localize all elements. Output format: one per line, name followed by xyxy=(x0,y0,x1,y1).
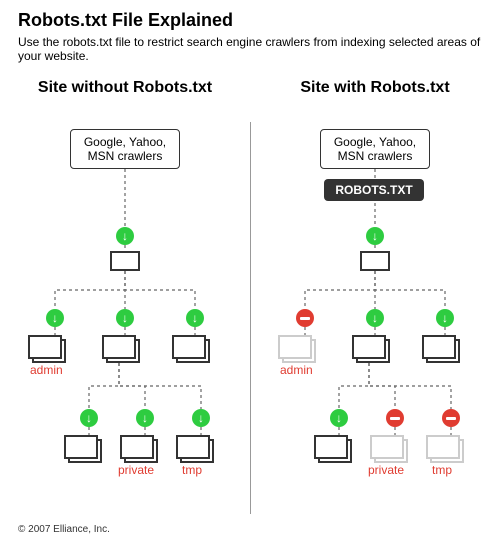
page-stack xyxy=(120,435,154,459)
page-stack xyxy=(176,435,210,459)
allow-icon xyxy=(436,309,454,327)
panel-right-title: Site with Robots.txt xyxy=(250,79,500,97)
panel-left-title: Site without Robots.txt xyxy=(0,79,250,97)
page-stack xyxy=(102,335,136,359)
block-icon xyxy=(386,409,404,427)
folder-label-private: private xyxy=(118,463,154,477)
crawler-line1: Google, Yahoo, xyxy=(331,135,419,149)
robots-badge: ROBOTS.TXT xyxy=(324,179,424,201)
page-stack xyxy=(278,335,312,359)
page-stack xyxy=(64,435,98,459)
crawler-box: Google, Yahoo,MSN crawlers xyxy=(70,129,180,169)
page-stack xyxy=(426,435,460,459)
crawler-line2: MSN crawlers xyxy=(331,149,419,163)
page-stack xyxy=(370,435,404,459)
root-page xyxy=(110,251,140,271)
crawler-box: Google, Yahoo,MSN crawlers xyxy=(320,129,430,169)
crawler-line2: MSN crawlers xyxy=(81,149,169,163)
page-stack xyxy=(352,335,386,359)
allow-icon xyxy=(46,309,64,327)
page-title: Robots.txt File Explained xyxy=(18,10,482,31)
allow-icon xyxy=(116,309,134,327)
allow-icon xyxy=(136,409,154,427)
folder-label-admin: admin xyxy=(280,363,313,377)
root-page xyxy=(360,251,390,271)
folder-label-admin: admin xyxy=(30,363,63,377)
page-stack xyxy=(28,335,62,359)
crawler-line1: Google, Yahoo, xyxy=(81,135,169,149)
panel-left-canvas: Google, Yahoo,MSN crawlers admin private tm… xyxy=(0,99,250,499)
page-subtitle: Use the robots.txt file to restrict sear… xyxy=(18,35,482,63)
allow-icon xyxy=(330,409,348,427)
page-stack xyxy=(314,435,348,459)
allow-icon xyxy=(366,227,384,245)
folder-label-private: private xyxy=(368,463,404,477)
allow-icon xyxy=(116,227,134,245)
footer-copyright: © 2007 Elliance, Inc. xyxy=(18,524,110,535)
page-stack xyxy=(422,335,456,359)
panel-right-canvas: Google, Yahoo,MSN crawlers ROBOTS.TXT admi… xyxy=(250,99,500,499)
block-icon xyxy=(442,409,460,427)
folder-label-tmp: tmp xyxy=(432,463,452,477)
page-stack xyxy=(172,335,206,359)
panel-divider xyxy=(250,122,251,514)
panel-left: Site without Robots.txt Google, Yahoo,MS… xyxy=(0,75,250,505)
allow-icon xyxy=(366,309,384,327)
folder-label-tmp: tmp xyxy=(182,463,202,477)
allow-icon xyxy=(80,409,98,427)
block-icon xyxy=(296,309,314,327)
allow-icon xyxy=(186,309,204,327)
panel-right: Site with Robots.txt Google, Yahoo,MSN c… xyxy=(250,75,500,505)
allow-icon xyxy=(192,409,210,427)
